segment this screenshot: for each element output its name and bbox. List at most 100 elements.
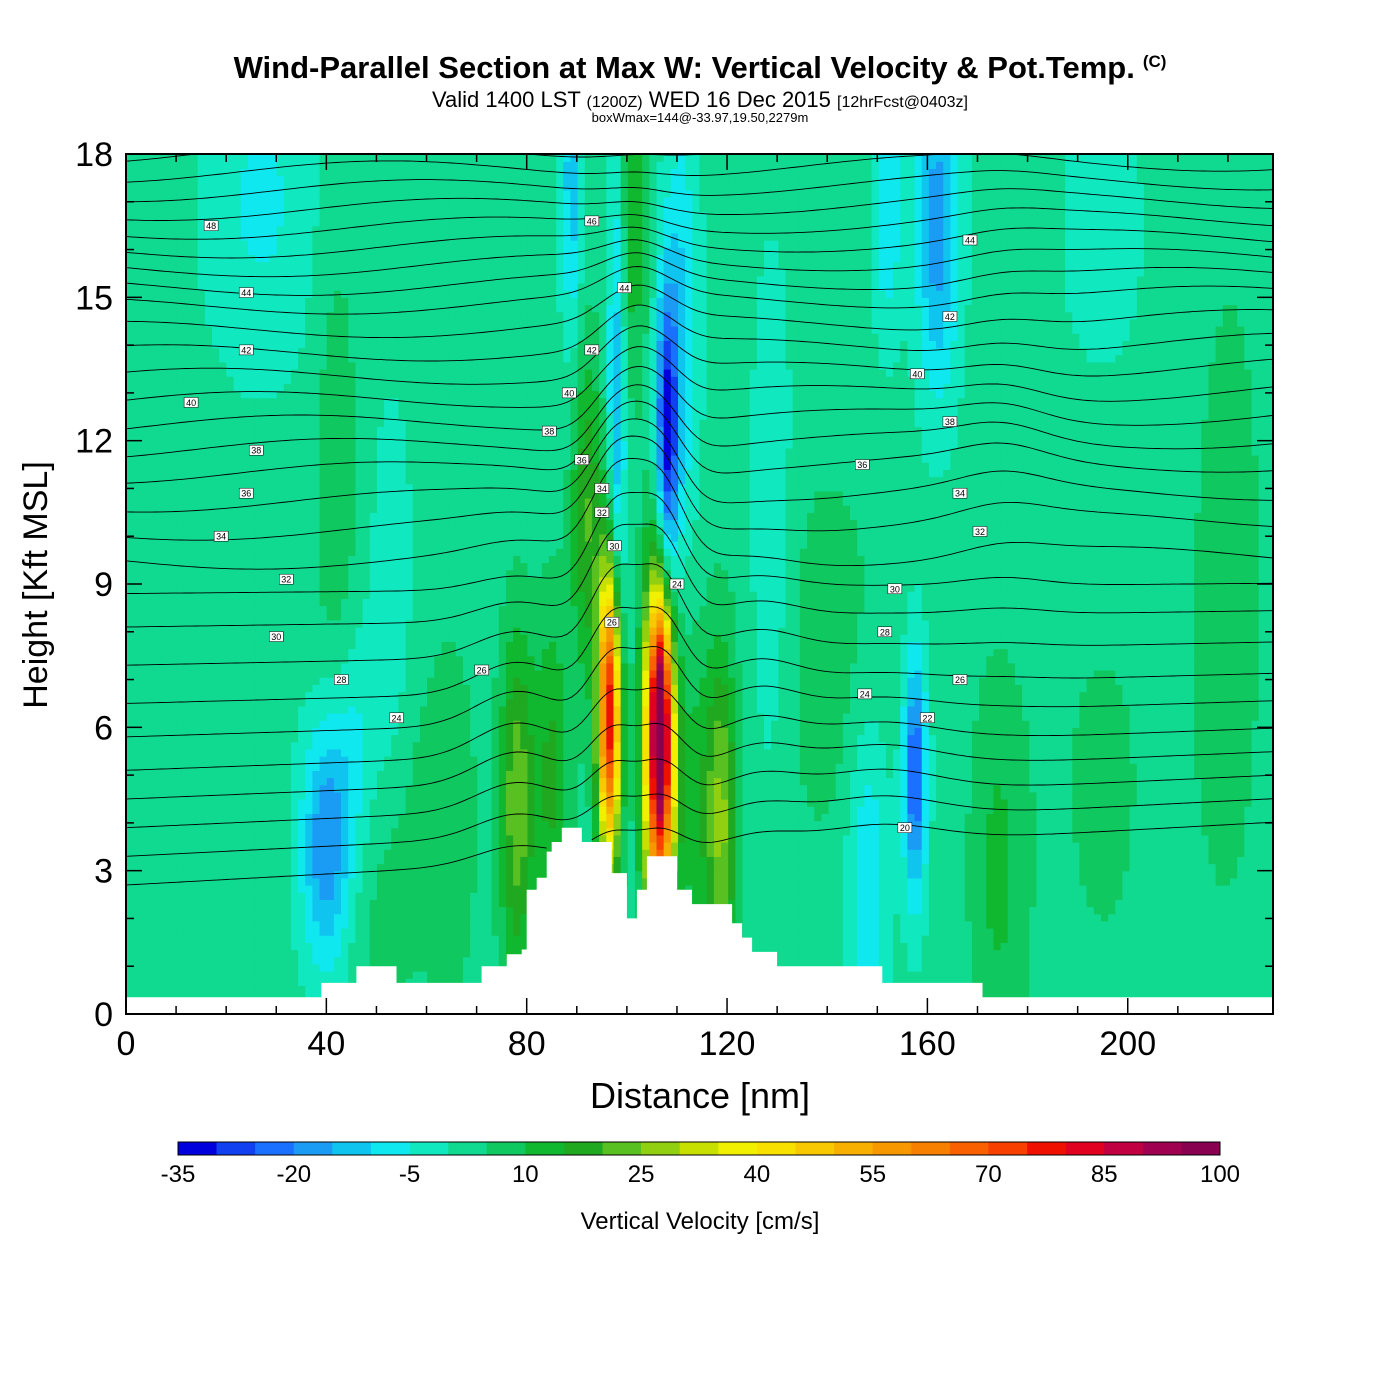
velocity-cell	[1057, 956, 1066, 965]
velocity-cell	[1158, 870, 1167, 879]
velocity-cell	[1108, 913, 1116, 922]
velocity-cell	[706, 820, 715, 829]
velocity-cell	[685, 799, 693, 807]
velocity-cell	[613, 820, 622, 829]
velocity-cell	[513, 949, 521, 958]
velocity-cell	[814, 877, 822, 886]
velocity-cell	[764, 913, 772, 922]
velocity-cell	[885, 799, 894, 807]
velocity-cell	[384, 885, 392, 893]
velocity-cell	[721, 849, 729, 857]
velocity-cell	[1136, 899, 1145, 908]
velocity-cell	[212, 985, 220, 994]
velocity-cell	[405, 949, 414, 958]
velocity-cell	[1186, 849, 1195, 857]
velocity-cell	[993, 885, 1002, 893]
velocity-cell	[477, 913, 486, 922]
velocity-cell	[1222, 963, 1231, 972]
velocity-cell	[391, 892, 400, 900]
velocity-cell	[1265, 799, 1273, 807]
velocity-cell	[269, 978, 278, 986]
velocity-cell	[283, 877, 292, 886]
velocity-cell	[133, 885, 141, 893]
velocity-cell	[928, 971, 937, 979]
velocity-cell	[1050, 906, 1059, 915]
velocity-cell	[721, 791, 729, 800]
velocity-cell	[1007, 799, 1016, 807]
velocity-cell	[878, 928, 887, 936]
velocity-cell	[1265, 863, 1273, 872]
velocity-cell	[326, 942, 335, 951]
velocity-cell	[885, 971, 894, 979]
velocity-cell	[656, 791, 665, 800]
velocity-cell	[1072, 935, 1081, 943]
velocity-cell	[305, 920, 313, 929]
velocity-cell	[1229, 834, 1238, 843]
velocity-cell	[233, 834, 242, 843]
velocity-cell	[1136, 877, 1145, 886]
velocity-cell	[1158, 985, 1167, 994]
velocity-cell	[828, 813, 837, 822]
velocity-cell	[857, 935, 865, 943]
velocity-cell	[154, 978, 163, 986]
velocity-cell	[756, 820, 765, 829]
velocity-cell	[398, 949, 407, 958]
velocity-cell	[219, 971, 227, 979]
velocity-cell	[577, 791, 586, 800]
velocity-cell	[1237, 992, 1245, 1001]
velocity-cell	[979, 935, 987, 943]
velocity-cell	[154, 799, 163, 807]
velocity-cell	[398, 899, 407, 908]
velocity-cell	[749, 935, 758, 943]
velocity-cell	[1129, 813, 1138, 822]
velocity-cell	[520, 906, 529, 915]
velocity-cell	[197, 928, 206, 936]
velocity-cell	[434, 856, 443, 865]
velocity-cell	[771, 856, 779, 865]
velocity-cell	[1179, 899, 1188, 908]
velocity-cell	[448, 899, 457, 908]
velocity-cell	[513, 906, 521, 915]
velocity-cell	[1151, 971, 1159, 979]
velocity-cell	[964, 849, 973, 857]
velocity-cell	[384, 849, 392, 857]
velocity-cell	[1186, 906, 1195, 915]
velocity-cell	[240, 877, 249, 886]
velocity-cell	[1108, 906, 1116, 915]
velocity-cell	[219, 784, 227, 793]
velocity-cell	[312, 806, 321, 814]
velocity-cell	[1100, 856, 1109, 865]
velocity-cell	[928, 813, 937, 822]
velocity-cell	[212, 956, 220, 965]
velocity-cell	[1093, 842, 1102, 850]
velocity-cell	[1251, 971, 1260, 979]
velocity-cell	[1000, 849, 1009, 857]
velocity-cell	[728, 834, 736, 843]
velocity-cell	[255, 863, 263, 872]
velocity-cell	[814, 920, 822, 929]
velocity-cell	[885, 806, 894, 814]
velocity-cell	[391, 806, 400, 814]
velocity-cell	[1265, 928, 1273, 936]
velocity-cell	[1065, 906, 1073, 915]
velocity-cell	[986, 956, 995, 965]
velocity-cell	[1079, 928, 1088, 936]
velocity-cell	[491, 849, 500, 857]
velocity-cell	[1186, 813, 1195, 822]
velocity-cell	[971, 856, 980, 865]
velocity-cell	[126, 827, 134, 836]
velocity-cell	[613, 842, 622, 850]
velocity-cell	[1172, 892, 1181, 900]
velocity-cell	[140, 935, 149, 943]
velocity-cell	[527, 863, 536, 872]
velocity-cell	[326, 791, 335, 800]
velocity-cell	[412, 856, 421, 865]
velocity-cell	[319, 863, 328, 872]
velocity-cell	[204, 863, 213, 872]
velocity-cell	[1043, 820, 1052, 829]
velocity-cell	[197, 863, 206, 872]
velocity-cell	[842, 813, 851, 822]
velocity-cell	[699, 856, 708, 865]
velocity-cell	[1086, 971, 1095, 979]
velocity-cell	[943, 791, 952, 800]
